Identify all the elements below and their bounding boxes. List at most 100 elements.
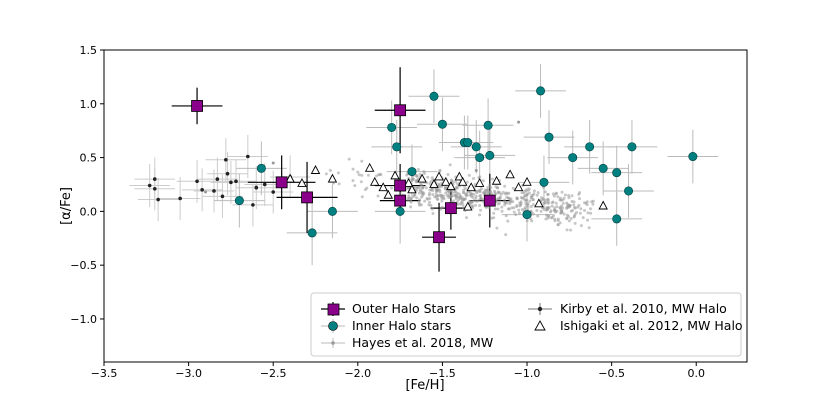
hayes-point	[366, 173, 370, 177]
hayes-point	[328, 168, 332, 172]
outer-halo-point	[275, 176, 288, 189]
hayes-point	[409, 199, 413, 203]
hayes-point	[493, 207, 497, 211]
x-tick-label: −1.5	[429, 367, 456, 380]
hayes-point	[489, 186, 493, 190]
inner-halo-point	[392, 142, 402, 152]
legend: Outer Halo Stars Inner Halo stars Hayes …	[310, 292, 743, 357]
hayes-point	[565, 201, 569, 205]
x-tick-label: −2.5	[260, 367, 287, 380]
hayes-point	[503, 184, 507, 188]
hayes-point	[417, 191, 421, 195]
hayes-point	[556, 223, 560, 227]
hayes-point	[586, 218, 590, 222]
hayes-point	[550, 201, 554, 205]
hayes-point	[585, 203, 589, 207]
hayes-point	[454, 186, 458, 190]
hayes-point	[524, 198, 528, 202]
hayes-point	[438, 190, 442, 194]
inner-halo-point	[407, 167, 417, 177]
inner-halo-point	[688, 152, 698, 162]
legend-label-ishigaki: Ishigaki et al. 2012, MW Halo	[560, 318, 743, 333]
hayes-point	[461, 203, 465, 207]
hayes-point	[440, 196, 444, 200]
hayes-point	[523, 194, 527, 198]
hayes-point	[567, 203, 571, 207]
hayes-point	[555, 205, 559, 209]
hayes-point	[409, 205, 413, 209]
legend-label-outer-halo: Outer Halo Stars	[352, 301, 456, 316]
hayes-point	[271, 161, 275, 165]
hayes-point	[577, 203, 581, 207]
inner-halo-point	[568, 153, 578, 163]
ishigaki-point	[369, 176, 380, 186]
hayes-point	[365, 186, 369, 190]
hayes-point	[374, 174, 378, 178]
hayes-point	[497, 201, 501, 205]
hayes-point	[552, 208, 556, 212]
ishigaki-point	[454, 171, 465, 181]
outer-halo-point	[433, 231, 445, 244]
inner-halo-point	[307, 228, 317, 238]
ishigaki-point	[434, 171, 444, 181]
hayes-point	[436, 197, 440, 201]
hayes-point	[531, 197, 535, 201]
hayes-point	[515, 196, 519, 200]
hayes-point	[578, 191, 582, 195]
hayes-point	[390, 186, 394, 190]
hayes-point	[347, 157, 351, 161]
hayes-point	[324, 172, 328, 176]
outer-halo-point	[301, 191, 313, 204]
hayes-point	[567, 193, 571, 197]
hayes-point	[545, 198, 549, 202]
hayes-point	[455, 195, 459, 199]
inner-halo-point	[327, 206, 337, 216]
hayes-point	[565, 228, 569, 232]
hayes-point	[359, 180, 363, 184]
hayes-point	[442, 194, 446, 198]
hayes-point	[424, 186, 428, 190]
hayes-point	[529, 204, 533, 208]
hayes-point	[531, 212, 535, 216]
inner-halo-point	[395, 206, 405, 216]
plot-area	[103, 49, 748, 363]
hayes-point	[434, 192, 438, 196]
hayes-point	[553, 219, 557, 223]
hayes-point	[506, 196, 510, 200]
hayes-point	[507, 191, 511, 195]
hayes-point	[481, 179, 485, 183]
hayes-point	[407, 194, 411, 198]
hayes-point	[506, 219, 510, 223]
hayes-point	[428, 200, 432, 204]
hayes-point	[591, 202, 595, 206]
hayes-point	[587, 226, 591, 230]
hayes-point	[529, 217, 533, 221]
hayes-point	[517, 211, 521, 215]
hayes-point	[546, 201, 550, 205]
hayes-point	[465, 191, 469, 195]
hayes-point	[434, 195, 438, 199]
hayes-point	[562, 196, 566, 200]
hayes-point	[425, 196, 429, 200]
kirby-point	[212, 189, 216, 193]
ishigaki-point	[429, 179, 439, 188]
hayes-point	[586, 211, 590, 215]
hayes-point	[569, 209, 573, 213]
hayes-point	[458, 193, 462, 197]
hayes-point	[479, 208, 483, 212]
inner-halo-point	[463, 138, 473, 148]
hayes-point	[418, 188, 422, 192]
inner-halo-point	[598, 163, 608, 173]
hayes-point	[573, 221, 577, 225]
hayes-point	[529, 195, 533, 199]
hayes-point	[484, 205, 488, 209]
outer-halo-point	[394, 179, 407, 192]
x-tick-label: −3.0	[175, 367, 202, 380]
hayes-point	[520, 191, 524, 195]
hayes-point	[423, 199, 427, 203]
hayes-point	[405, 173, 409, 177]
hayes-point	[498, 196, 502, 200]
hayes-point	[519, 203, 523, 207]
hayes-point	[486, 185, 490, 189]
hayes-point	[357, 173, 361, 177]
